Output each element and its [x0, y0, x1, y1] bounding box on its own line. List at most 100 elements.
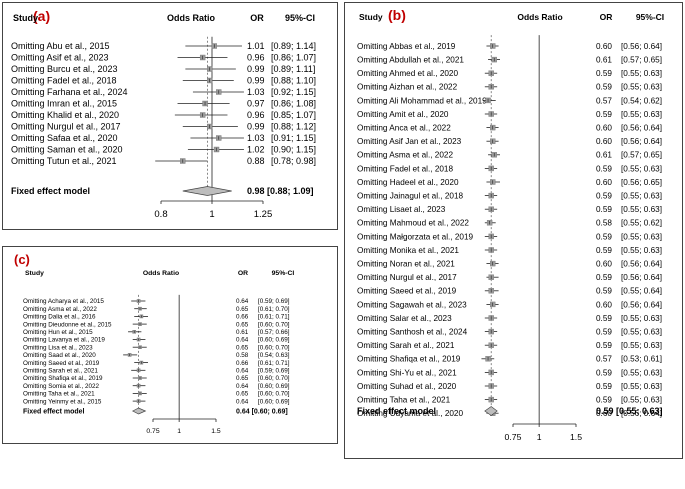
study-label: Omitting Khalid et al., 2020 [11, 110, 119, 120]
header-study: Study [25, 270, 44, 277]
or-value: 0.96 [247, 53, 265, 63]
ci-value: [0.59; 0.69] [258, 368, 290, 375]
study-label: Omitting Ali Mohammad et al., 2019 [357, 96, 487, 105]
ci-value: [0.60; 0.69] [258, 337, 290, 344]
or-value: 0.88 [247, 156, 265, 166]
study-label: Omitting Shafiqa et al., 2019 [23, 375, 103, 382]
or-value: 0.66 [236, 360, 249, 367]
or-value: 0.64 [236, 337, 249, 344]
ci-value: [0.57; 0.65] [621, 55, 662, 64]
ci-value: [0.56; 0.64] [621, 409, 662, 418]
pooled-diamond [131, 407, 147, 415]
panel-label: (b) [388, 7, 406, 23]
header-ci: 95%-CI [272, 270, 295, 277]
or-value: 0.57 [596, 96, 612, 105]
or-value: 0.61 [596, 151, 612, 160]
ci-value: [0.61; 0.71] [258, 360, 290, 367]
study-label: Omitting Nurgul et al., 2017 [357, 273, 457, 282]
ci-value: [0.59; 0.69] [258, 298, 290, 305]
ci-value: [0.55; 0.64] [621, 287, 662, 296]
header-study: Study [359, 12, 383, 22]
pooled-label: Fixed effect model [23, 408, 85, 415]
study-label: Omitting Nurgul et al., 2017 [11, 122, 121, 132]
ci-value: [0.55; 0.63] [621, 382, 662, 391]
header-odds-ratio: Odds Ratio [517, 12, 562, 22]
ci-value: [0.55; 0.63] [621, 395, 662, 404]
study-label: Omitting Tutun et al., 2021 [11, 156, 117, 166]
or-value: 0.60 [596, 409, 612, 418]
or-value: 0.59 [596, 164, 612, 173]
study-label: Omitting Farhana et al., 2024 [11, 87, 128, 97]
header-study: Study [13, 13, 38, 23]
ci-value: [0.60; 0.70] [258, 321, 290, 328]
study-label: Omitting Saeed et al., 2019 [23, 360, 100, 367]
or-value: 0.59 [596, 232, 612, 241]
or-value: 0.59 [596, 69, 612, 78]
or-value: 1.03 [247, 133, 265, 143]
pooled-label: Fixed effect model [11, 186, 90, 196]
study-label: Omitting Sarah et al., 2021 [23, 368, 98, 375]
x-tick-label: 1 [537, 432, 542, 442]
panel-label: (c) [14, 252, 30, 267]
ci-value: [0.92; 1.15] [271, 87, 316, 97]
or-value: 0.58 [596, 219, 612, 228]
forest-plot-a: (a)Study Odds Ratio OR 95%-CI Omitting Abu e… [11, 8, 316, 220]
ci-value: [0.56; 0.64] [621, 273, 662, 282]
or-value: 0.59 [596, 110, 612, 119]
pooled-value: 0.64 [0.60; 0.69] [236, 408, 288, 415]
ci-value: [0.56; 0.65] [621, 178, 662, 187]
ci-value: [0.90; 1.15] [271, 145, 316, 155]
ci-value: [0.61; 0.70] [258, 306, 290, 313]
or-value: 0.60 [596, 42, 612, 51]
study-label: Omitting Monika et al., 2021 [357, 246, 459, 255]
or-value: 0.64 [236, 298, 249, 305]
header-or: OR [250, 13, 264, 23]
x-tick-label: 1.5 [211, 428, 221, 435]
study-label: Omitting Burcu et al., 2023 [11, 64, 118, 74]
study-label: Omitting Hadeel et al., 2020 [357, 178, 459, 187]
or-value: 0.61 [596, 55, 612, 64]
forest-panel-b: (b) Study Odds Ratio OR 95%-CI Omitting Abbas… [344, 2, 683, 459]
or-value: 1.01 [247, 41, 265, 51]
study-label: Omitting Ahmed et al., 2020 [357, 69, 458, 78]
pooled-value: 0.59 [0.55; 0.63] [596, 406, 663, 416]
ci-value: [0.56; 0.64] [621, 259, 662, 268]
or-value: 0.59 [596, 83, 612, 92]
study-label: Omitting Mahmoud et al., 2022 [357, 219, 469, 228]
ci-value: [0.60; 0.70] [258, 344, 290, 351]
ci-value: [0.89; 1.14] [271, 41, 316, 51]
or-value: 0.99 [247, 76, 265, 86]
study-label: Omitting Suhad et al., 2020 [357, 382, 457, 391]
x-tick-label: 1 [177, 428, 181, 435]
header-or: OR [600, 12, 613, 22]
or-value: 0.64 [236, 398, 249, 405]
study-label: Omitting Sagawah et al., 2023 [357, 300, 467, 309]
study-label: Omitting Dalia et al., 2016 [23, 314, 96, 321]
study-label: Omitting Somia et al., 2022 [23, 383, 99, 390]
study-label: Omitting Acharya et al., 2015 [23, 298, 104, 305]
or-value: 0.60 [596, 178, 612, 187]
header-or: OR [238, 270, 248, 277]
ci-value: [0.55; 0.63] [621, 341, 662, 350]
ci-value: [0.88; 1.10] [271, 76, 316, 86]
study-label: Omitting Asif et al., 2023 [11, 53, 109, 63]
or-value: 1.03 [247, 87, 265, 97]
ci-value: [0.55; 0.62] [621, 219, 662, 228]
x-tick-label: 1.25 [254, 209, 273, 220]
or-value: 0.65 [236, 321, 249, 328]
study-label: Omitting Taha et al., 2021 [357, 395, 451, 404]
or-value: 0.96 [247, 110, 265, 120]
pooled-diamond [484, 406, 498, 416]
forest-panel-c: (c) Study Odds Ratio OR 95%-CI Omitting Achar… [2, 246, 338, 444]
study-label: Omitting Amit et al., 2020 [357, 110, 449, 119]
header-ci: 95%-CI [636, 12, 664, 22]
or-value: 0.60 [596, 137, 612, 146]
ci-value: [0.60; 0.69] [258, 383, 290, 390]
pooled-diamond [182, 186, 232, 196]
study-label: Omitting Małgorzata et al., 2019 [357, 232, 473, 241]
or-value: 0.59 [596, 273, 612, 282]
or-value: 0.65 [236, 391, 249, 398]
or-value: 1.02 [247, 145, 265, 155]
x-tick-label: 0.75 [146, 428, 159, 435]
study-label: Omitting Yeinmy et al., 2015 [23, 398, 102, 405]
